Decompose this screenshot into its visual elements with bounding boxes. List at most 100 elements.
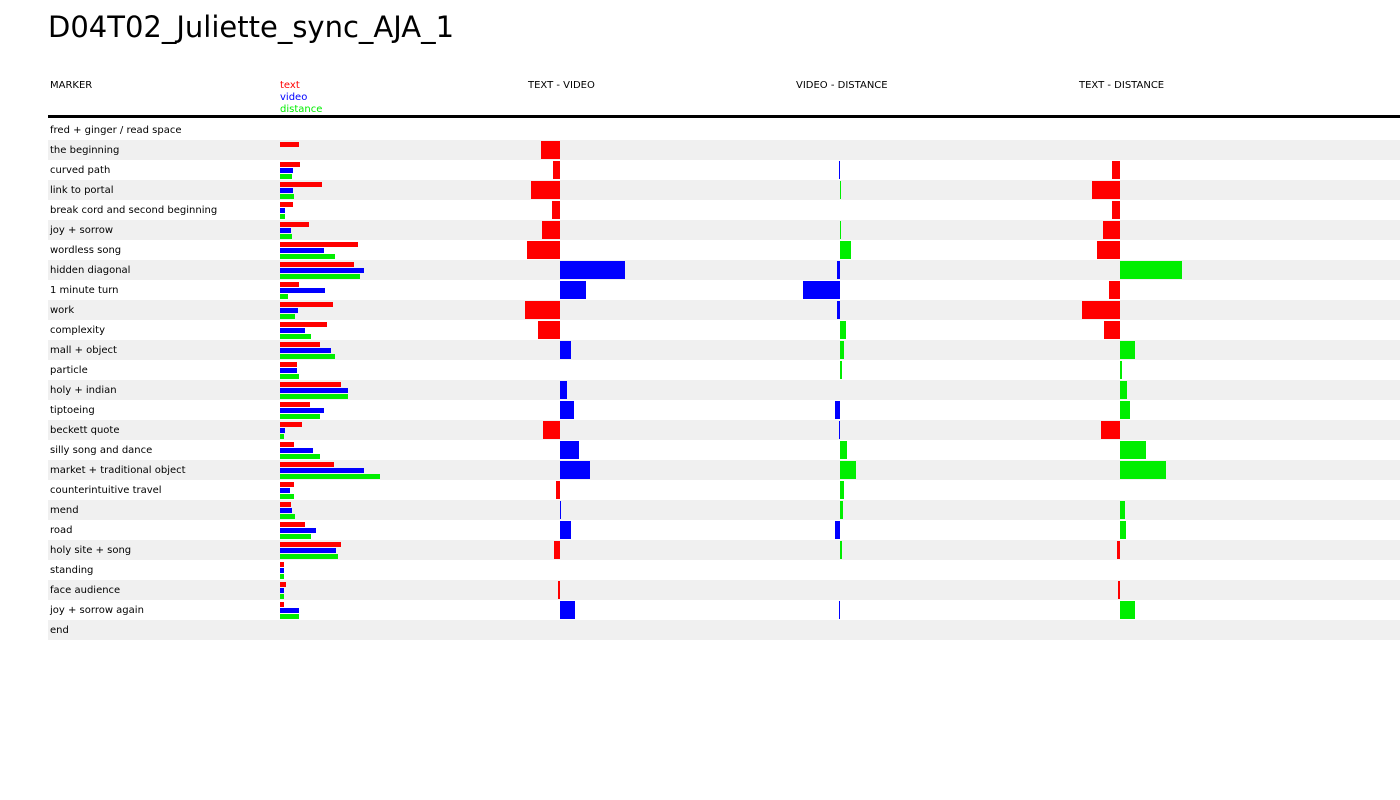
bar-distance xyxy=(280,334,311,339)
bar-distance xyxy=(280,614,299,619)
diff-bar-video-distance xyxy=(839,421,840,439)
bar-text xyxy=(280,342,320,347)
marker-label: work xyxy=(50,305,74,316)
bar-video xyxy=(280,588,284,593)
row-background xyxy=(48,300,1400,320)
diff-bar-text-distance xyxy=(1120,501,1125,519)
row-background xyxy=(48,420,1400,440)
diff-bar-video-distance xyxy=(840,481,844,499)
diff-bar-text-distance xyxy=(1112,201,1120,219)
diff-bar-text-video xyxy=(560,261,625,279)
diff-bar-video-distance xyxy=(835,521,840,539)
diff-bar-text-video xyxy=(560,601,575,619)
row-background xyxy=(48,220,1400,240)
bar-text xyxy=(280,482,294,487)
diff-bar-text-video xyxy=(538,321,560,339)
bar-distance xyxy=(280,354,335,359)
bar-text xyxy=(280,222,309,227)
diff-bar-text-distance xyxy=(1082,301,1120,319)
bar-distance xyxy=(280,314,295,319)
diff-bar-text-distance xyxy=(1092,181,1120,199)
bar-video xyxy=(280,428,285,433)
diff-bar-text-video xyxy=(527,241,560,259)
marker-label: hidden diagonal xyxy=(50,265,130,276)
diff-bar-text-video xyxy=(543,421,560,439)
bar-text xyxy=(280,262,354,267)
bar-video xyxy=(280,528,316,533)
header-video-distance: VIDEO - DISTANCE xyxy=(796,80,888,91)
marker-label: 1 minute turn xyxy=(50,285,119,296)
bar-video xyxy=(280,608,299,613)
bar-text xyxy=(280,202,293,207)
bar-text xyxy=(280,302,333,307)
diff-bar-video-distance xyxy=(840,461,856,479)
diff-bar-text-video xyxy=(560,341,571,359)
bar-distance xyxy=(280,514,295,519)
diff-bar-text-distance xyxy=(1120,441,1146,459)
marker-label: beckett quote xyxy=(50,425,119,436)
bar-text xyxy=(280,362,297,367)
bar-text xyxy=(280,522,305,527)
row-background xyxy=(48,540,1400,560)
bar-video xyxy=(280,448,313,453)
diff-bar-video-distance xyxy=(839,161,840,179)
legend-text: text xyxy=(280,80,300,91)
legend-distance: distance xyxy=(280,104,323,115)
diff-bar-video-distance xyxy=(840,181,841,199)
diff-bar-text-video xyxy=(560,401,574,419)
row-background xyxy=(48,140,1400,160)
bar-video xyxy=(280,248,324,253)
marker-label: fred + ginger / read space xyxy=(50,125,181,136)
diff-bar-text-distance xyxy=(1104,321,1120,339)
bar-distance xyxy=(280,194,294,199)
diff-bar-text-video xyxy=(542,221,560,239)
page-title: D04T02_Juliette_sync_AJA_1 xyxy=(48,10,455,44)
diff-bar-video-distance xyxy=(840,221,841,239)
diff-bar-text-distance xyxy=(1120,341,1135,359)
bar-text xyxy=(280,562,284,567)
marker-label: holy site + song xyxy=(50,545,131,556)
marker-label: tiptoeing xyxy=(50,405,95,416)
bar-text xyxy=(280,282,299,287)
bar-video xyxy=(280,348,331,353)
row-background xyxy=(48,500,1400,520)
bar-text xyxy=(280,162,300,167)
bar-video xyxy=(280,208,285,213)
bar-video xyxy=(280,288,325,293)
bar-video xyxy=(280,368,297,373)
marker-label: complexity xyxy=(50,325,105,336)
diff-bar-text-video xyxy=(553,161,560,179)
bar-distance xyxy=(280,554,338,559)
diff-bar-text-video xyxy=(554,541,560,559)
diff-bar-text-distance xyxy=(1097,241,1120,259)
marker-label: the beginning xyxy=(50,145,119,156)
marker-label: joy + sorrow again xyxy=(49,605,144,616)
row-background xyxy=(48,620,1400,640)
row-background xyxy=(48,580,1400,600)
bar-text xyxy=(280,462,334,467)
diff-bar-text-distance xyxy=(1120,361,1122,379)
marker-label: road xyxy=(50,525,73,536)
bar-distance xyxy=(280,274,360,279)
bar-distance xyxy=(280,394,348,399)
bar-distance xyxy=(280,294,288,299)
bar-video xyxy=(280,468,364,473)
header-rule xyxy=(48,115,1400,118)
diff-bar-text-distance xyxy=(1120,601,1135,619)
bar-distance xyxy=(280,374,299,379)
marker-label: link to portal xyxy=(50,185,114,196)
diff-bar-video-distance xyxy=(840,441,847,459)
bar-text xyxy=(280,382,341,387)
diff-bar-text-video xyxy=(560,381,567,399)
diff-bar-text-distance xyxy=(1120,461,1166,479)
diff-bar-text-distance xyxy=(1118,581,1120,599)
bar-distance xyxy=(280,574,284,579)
diff-bar-text-video xyxy=(560,521,571,539)
row-background xyxy=(48,380,1400,400)
diff-bar-video-distance xyxy=(835,401,840,419)
bar-text xyxy=(280,502,291,507)
diff-bar-text-video xyxy=(560,281,586,299)
bar-distance xyxy=(280,594,284,599)
diff-bar-text-distance xyxy=(1101,421,1120,439)
